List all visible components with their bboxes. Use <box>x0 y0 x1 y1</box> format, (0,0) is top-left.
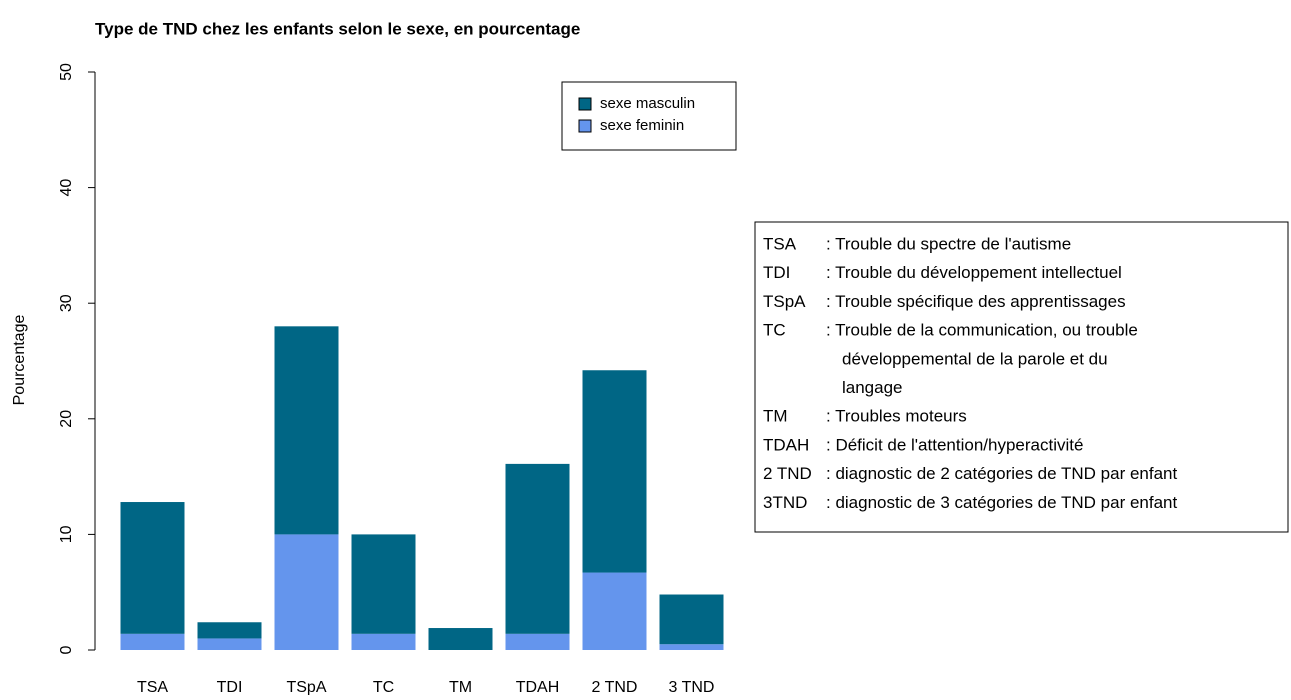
y-tick-label: 20 <box>58 410 75 428</box>
glossary-term: TDAH <box>763 435 809 454</box>
chart-title: Type de TND chez les enfants selon le se… <box>95 19 580 38</box>
glossary-definition: : Trouble du spectre de l'autisme <box>826 234 1071 253</box>
bar-segment <box>505 463 570 634</box>
legend-box <box>561 81 737 151</box>
bar-segment <box>428 628 493 650</box>
bar-segment <box>197 638 262 650</box>
x-tick-label: TDI <box>217 679 243 695</box>
y-tick-label: 0 <box>58 645 75 654</box>
x-tick-label: TSpA <box>286 679 326 695</box>
x-tick-label: TM <box>449 679 472 695</box>
glossary-definition: développemental de la parole et du <box>842 349 1108 368</box>
glossary-term: TSpA <box>763 292 806 311</box>
legend-swatch <box>578 97 592 111</box>
bar-segment <box>120 633 185 650</box>
glossary-box <box>754 221 1289 533</box>
bar-segment <box>351 534 416 634</box>
glossary-term: TC <box>763 321 786 340</box>
bar-segment <box>582 370 647 573</box>
glossary-term: 3TND <box>763 493 807 512</box>
y-tick-label: 40 <box>58 179 75 197</box>
legend-swatch <box>578 119 592 133</box>
legend-label: sexe masculin <box>600 95 695 112</box>
glossary-term: TM <box>763 407 788 426</box>
y-tick-label: 30 <box>58 294 75 312</box>
glossary-definition: langage <box>842 378 903 397</box>
glossary-definition: : Trouble spécifique des apprentissages <box>826 292 1126 311</box>
glossary-definition: : Trouble de la communication, ou troubl… <box>826 321 1138 340</box>
y-tick-label: 50 <box>58 63 75 81</box>
glossary-definition: : Troubles moteurs <box>826 407 967 426</box>
glossary-definition: : diagnostic de 2 catégories de TND par … <box>826 464 1178 483</box>
x-tick-label: TSA <box>137 679 168 695</box>
bar-segment <box>274 326 339 535</box>
bar-segment <box>505 633 570 650</box>
bar-segment <box>659 644 724 650</box>
x-tick-label: 2 TND <box>592 679 638 695</box>
bar-segment <box>197 622 262 639</box>
x-tick-label: TC <box>373 679 394 695</box>
glossary-definition: : Trouble du développement intellectuel <box>826 263 1122 282</box>
bar-segment <box>659 594 724 645</box>
y-tick-label: 10 <box>58 525 75 543</box>
glossary-definition: : diagnostic de 3 catégories de TND par … <box>826 493 1178 512</box>
legend-label: sexe feminin <box>600 117 684 134</box>
y-axis-label: Pourcentage <box>11 315 28 406</box>
bar-segment <box>274 534 339 650</box>
bar-segment <box>582 572 647 650</box>
x-tick-label: TDAH <box>516 679 560 695</box>
x-tick-label: 3 TND <box>669 679 715 695</box>
bar-segment <box>351 633 416 650</box>
glossary-term: TSA <box>763 234 797 253</box>
glossary-term: TDI <box>763 263 790 282</box>
glossary-definition: : Déficit de l'attention/hyperactivité <box>826 435 1083 454</box>
glossary-term: 2 TND <box>763 464 812 483</box>
bar-segment <box>120 502 185 634</box>
